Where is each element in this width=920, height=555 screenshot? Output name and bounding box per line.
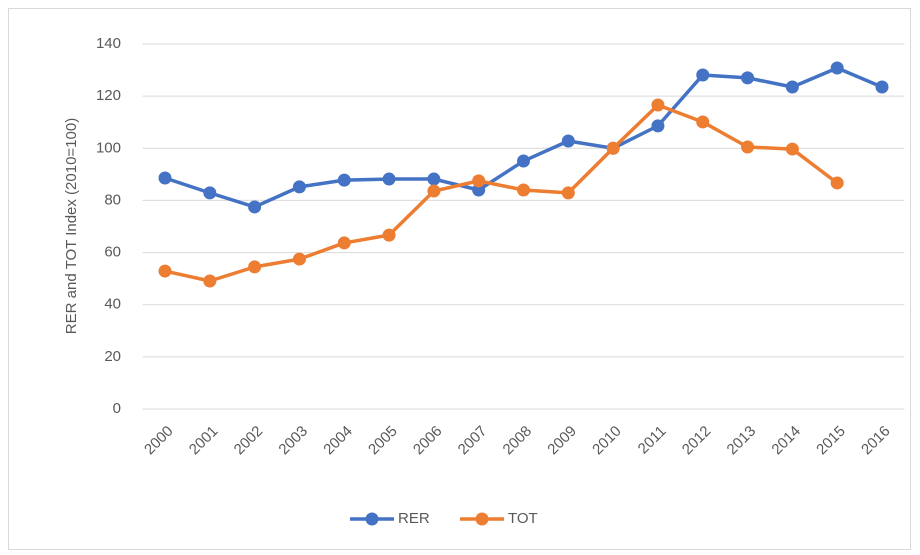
y-axis-title: RER and TOT Index (2010=100) xyxy=(63,118,80,334)
data-point xyxy=(651,119,665,133)
data-point xyxy=(606,141,620,155)
data-point xyxy=(517,183,530,197)
legend-label: TOT xyxy=(508,510,538,527)
data-point xyxy=(830,176,844,190)
data-point xyxy=(472,183,486,197)
legend-swatch-marker xyxy=(475,512,489,526)
data-point xyxy=(292,180,306,194)
y-tick-label: 60 xyxy=(104,244,121,261)
data-point xyxy=(875,80,889,94)
y-tick-label: 120 xyxy=(96,87,121,104)
y-tick-label: 140 xyxy=(96,35,121,52)
data-point xyxy=(248,200,262,214)
data-point xyxy=(472,174,486,188)
data-point xyxy=(830,61,844,75)
data-point xyxy=(248,260,262,274)
legend-swatch-marker xyxy=(365,512,379,526)
data-point xyxy=(337,173,351,187)
data-point xyxy=(203,186,217,200)
data-point xyxy=(651,98,665,112)
data-point xyxy=(517,154,530,168)
y-tick-label: 100 xyxy=(96,139,121,156)
data-point xyxy=(741,71,755,85)
y-tick-label: 20 xyxy=(104,348,121,365)
data-point xyxy=(382,228,396,242)
data-point xyxy=(158,264,172,278)
data-point xyxy=(292,252,306,266)
data-point xyxy=(561,134,575,148)
data-point xyxy=(382,172,396,186)
legend-label: RER xyxy=(398,510,430,527)
data-point xyxy=(561,186,575,200)
data-point xyxy=(158,171,172,185)
data-point xyxy=(696,68,710,82)
data-point xyxy=(203,274,217,288)
y-tick-label: 40 xyxy=(104,296,121,313)
y-tick-label: 0 xyxy=(113,400,121,417)
data-point xyxy=(427,172,441,186)
series-line xyxy=(164,103,839,283)
chart-border xyxy=(8,8,911,550)
data-point xyxy=(427,184,441,198)
data-point xyxy=(741,140,755,154)
data-point xyxy=(696,115,710,129)
y-tick-label: 80 xyxy=(104,191,121,208)
data-point xyxy=(785,80,799,94)
data-point xyxy=(337,236,351,250)
data-point xyxy=(785,142,799,156)
